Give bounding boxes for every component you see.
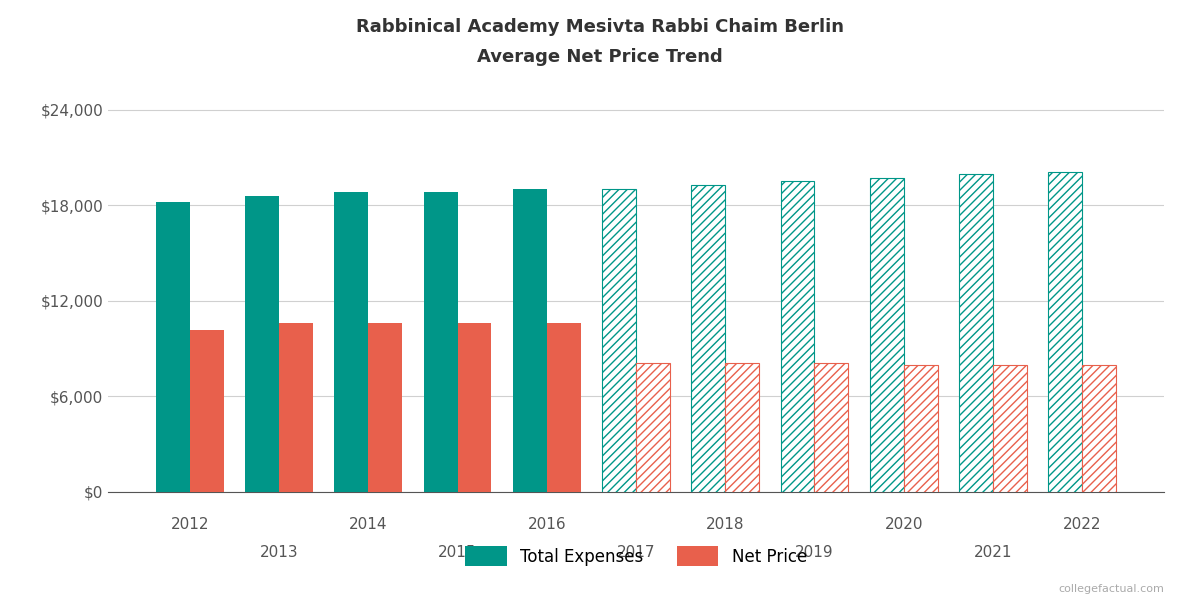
Text: collegefactual.com: collegefactual.com (1058, 584, 1164, 594)
Bar (457, 323, 492, 492)
Bar (156, 202, 190, 492)
Text: 2016: 2016 (528, 517, 566, 532)
Bar (368, 323, 402, 492)
Text: 2014: 2014 (349, 517, 388, 532)
Bar (636, 363, 670, 492)
Bar (280, 323, 313, 492)
Bar (959, 175, 992, 492)
Bar (815, 363, 848, 492)
Text: 2020: 2020 (884, 517, 923, 532)
Bar (780, 181, 815, 492)
Text: 2022: 2022 (1063, 517, 1102, 532)
Bar (512, 188, 547, 492)
Bar (245, 196, 280, 492)
Text: 2015: 2015 (438, 545, 476, 560)
Text: 2012: 2012 (170, 517, 209, 532)
Bar (424, 192, 457, 492)
Text: 2021: 2021 (973, 545, 1012, 560)
Bar (190, 329, 224, 492)
Text: 2019: 2019 (796, 545, 834, 560)
Bar (1048, 172, 1082, 492)
Text: Rabbinical Academy Mesivta Rabbi Chaim Berlin: Rabbinical Academy Mesivta Rabbi Chaim B… (356, 18, 844, 36)
Legend: Total Expenses, Net Price: Total Expenses, Net Price (457, 538, 815, 575)
Bar (904, 365, 937, 492)
Bar (725, 363, 760, 492)
Text: 2017: 2017 (617, 545, 655, 560)
Bar (547, 323, 581, 492)
Text: 2013: 2013 (260, 545, 299, 560)
Bar (602, 188, 636, 492)
Text: 2018: 2018 (706, 517, 744, 532)
Text: Average Net Price Trend: Average Net Price Trend (478, 48, 722, 66)
Bar (992, 365, 1027, 492)
Bar (1082, 365, 1116, 492)
Bar (691, 185, 725, 492)
Bar (870, 178, 904, 492)
Bar (335, 192, 368, 492)
